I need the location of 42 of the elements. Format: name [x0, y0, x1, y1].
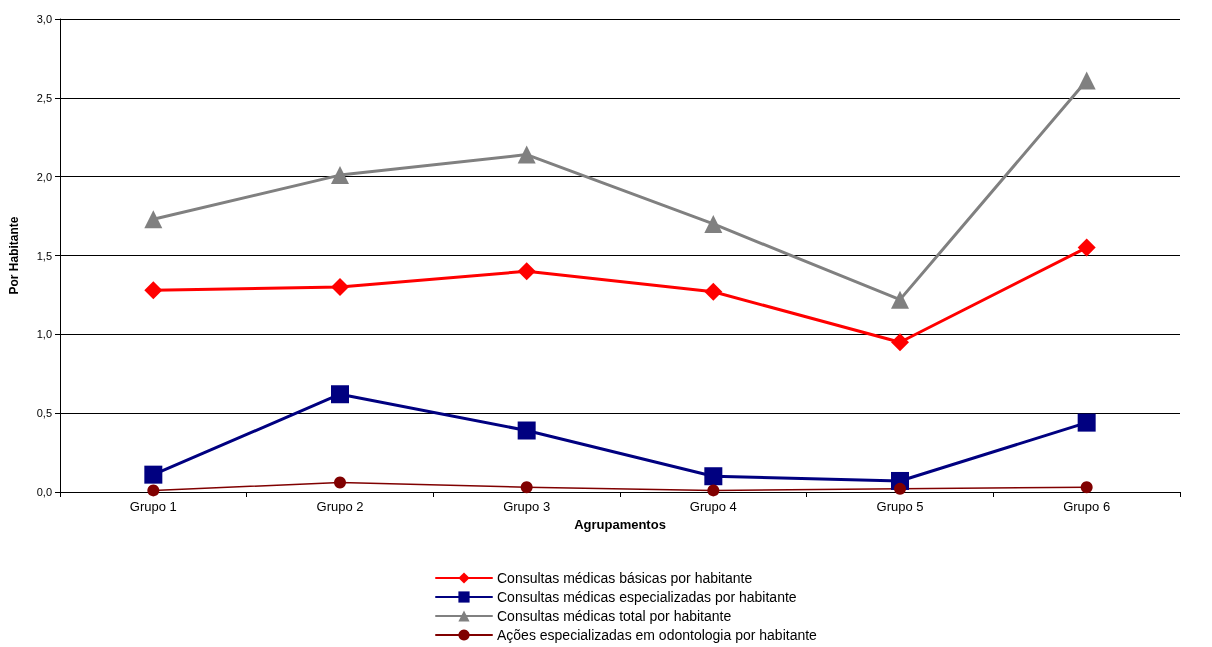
point [147, 484, 160, 497]
point [704, 467, 723, 486]
point [517, 145, 536, 164]
point [894, 482, 906, 495]
point [331, 278, 349, 297]
legend-label: Consultas médicas total por habitante [497, 608, 732, 624]
legend-label: Consultas médicas básicas por habitante [497, 570, 753, 586]
y-tick-label: 1,5 [36, 249, 52, 262]
point [891, 333, 909, 352]
y-axis-title: Por Habitante [7, 216, 21, 295]
point [1077, 413, 1096, 432]
x-tick-label: Grupo 2 [316, 499, 364, 514]
y-tick-label: 1,0 [36, 328, 52, 341]
point [1077, 238, 1096, 257]
y-tick-label: 2,0 [36, 170, 52, 183]
x-tick-label: Grupo 5 [876, 499, 924, 514]
point [520, 481, 533, 494]
point [704, 282, 723, 301]
point [1080, 481, 1093, 494]
point [331, 385, 349, 404]
x-tick-label: Grupo 4 [689, 499, 737, 514]
point [891, 290, 909, 309]
y-tick-label: 2,5 [36, 91, 52, 104]
x-tick-label: Grupo 1 [129, 499, 177, 514]
point [144, 210, 163, 229]
point [334, 476, 346, 489]
point [704, 214, 723, 233]
legend-label: Consultas médicas especializadas por habitante [497, 589, 797, 605]
point [517, 262, 536, 281]
x-axis-title: Agrupamentos [574, 516, 666, 532]
point [1077, 71, 1096, 90]
y-tick-label: 0,0 [36, 486, 52, 498]
x-tick-label: Grupo 6 [1063, 499, 1111, 514]
point [707, 484, 720, 497]
point [517, 421, 536, 440]
legend-label: Ações especializadas em odontologia por habitante [497, 627, 818, 643]
point [144, 281, 163, 300]
x-tick-label: Grupo 3 [503, 499, 551, 514]
point [331, 166, 349, 185]
y-tick-label: 3,0 [36, 13, 52, 25]
point [144, 465, 163, 484]
y-tick-label: 0,5 [36, 407, 52, 420]
